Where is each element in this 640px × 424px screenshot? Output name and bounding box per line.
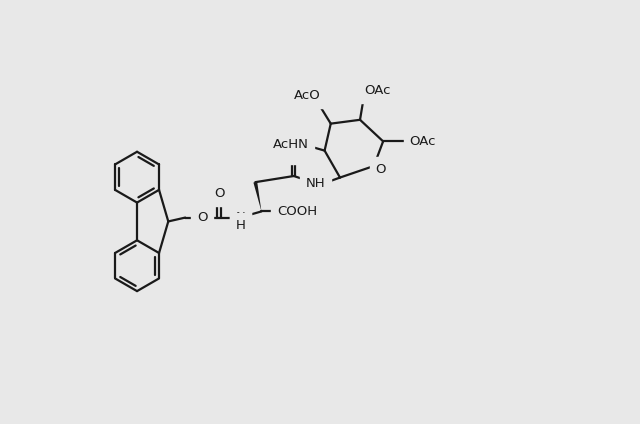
Text: O: O <box>197 211 207 224</box>
Polygon shape <box>253 182 262 212</box>
Text: COOH: COOH <box>277 205 317 218</box>
Text: NH: NH <box>305 177 325 190</box>
Text: AcHN: AcHN <box>273 138 308 151</box>
Text: O: O <box>289 145 299 159</box>
Text: O: O <box>376 162 386 176</box>
Text: H: H <box>236 219 246 232</box>
Text: OAc: OAc <box>364 84 391 97</box>
Text: OAc: OAc <box>409 135 436 148</box>
Text: O: O <box>214 187 225 200</box>
Text: AcO: AcO <box>294 89 321 103</box>
Text: N: N <box>236 211 246 224</box>
